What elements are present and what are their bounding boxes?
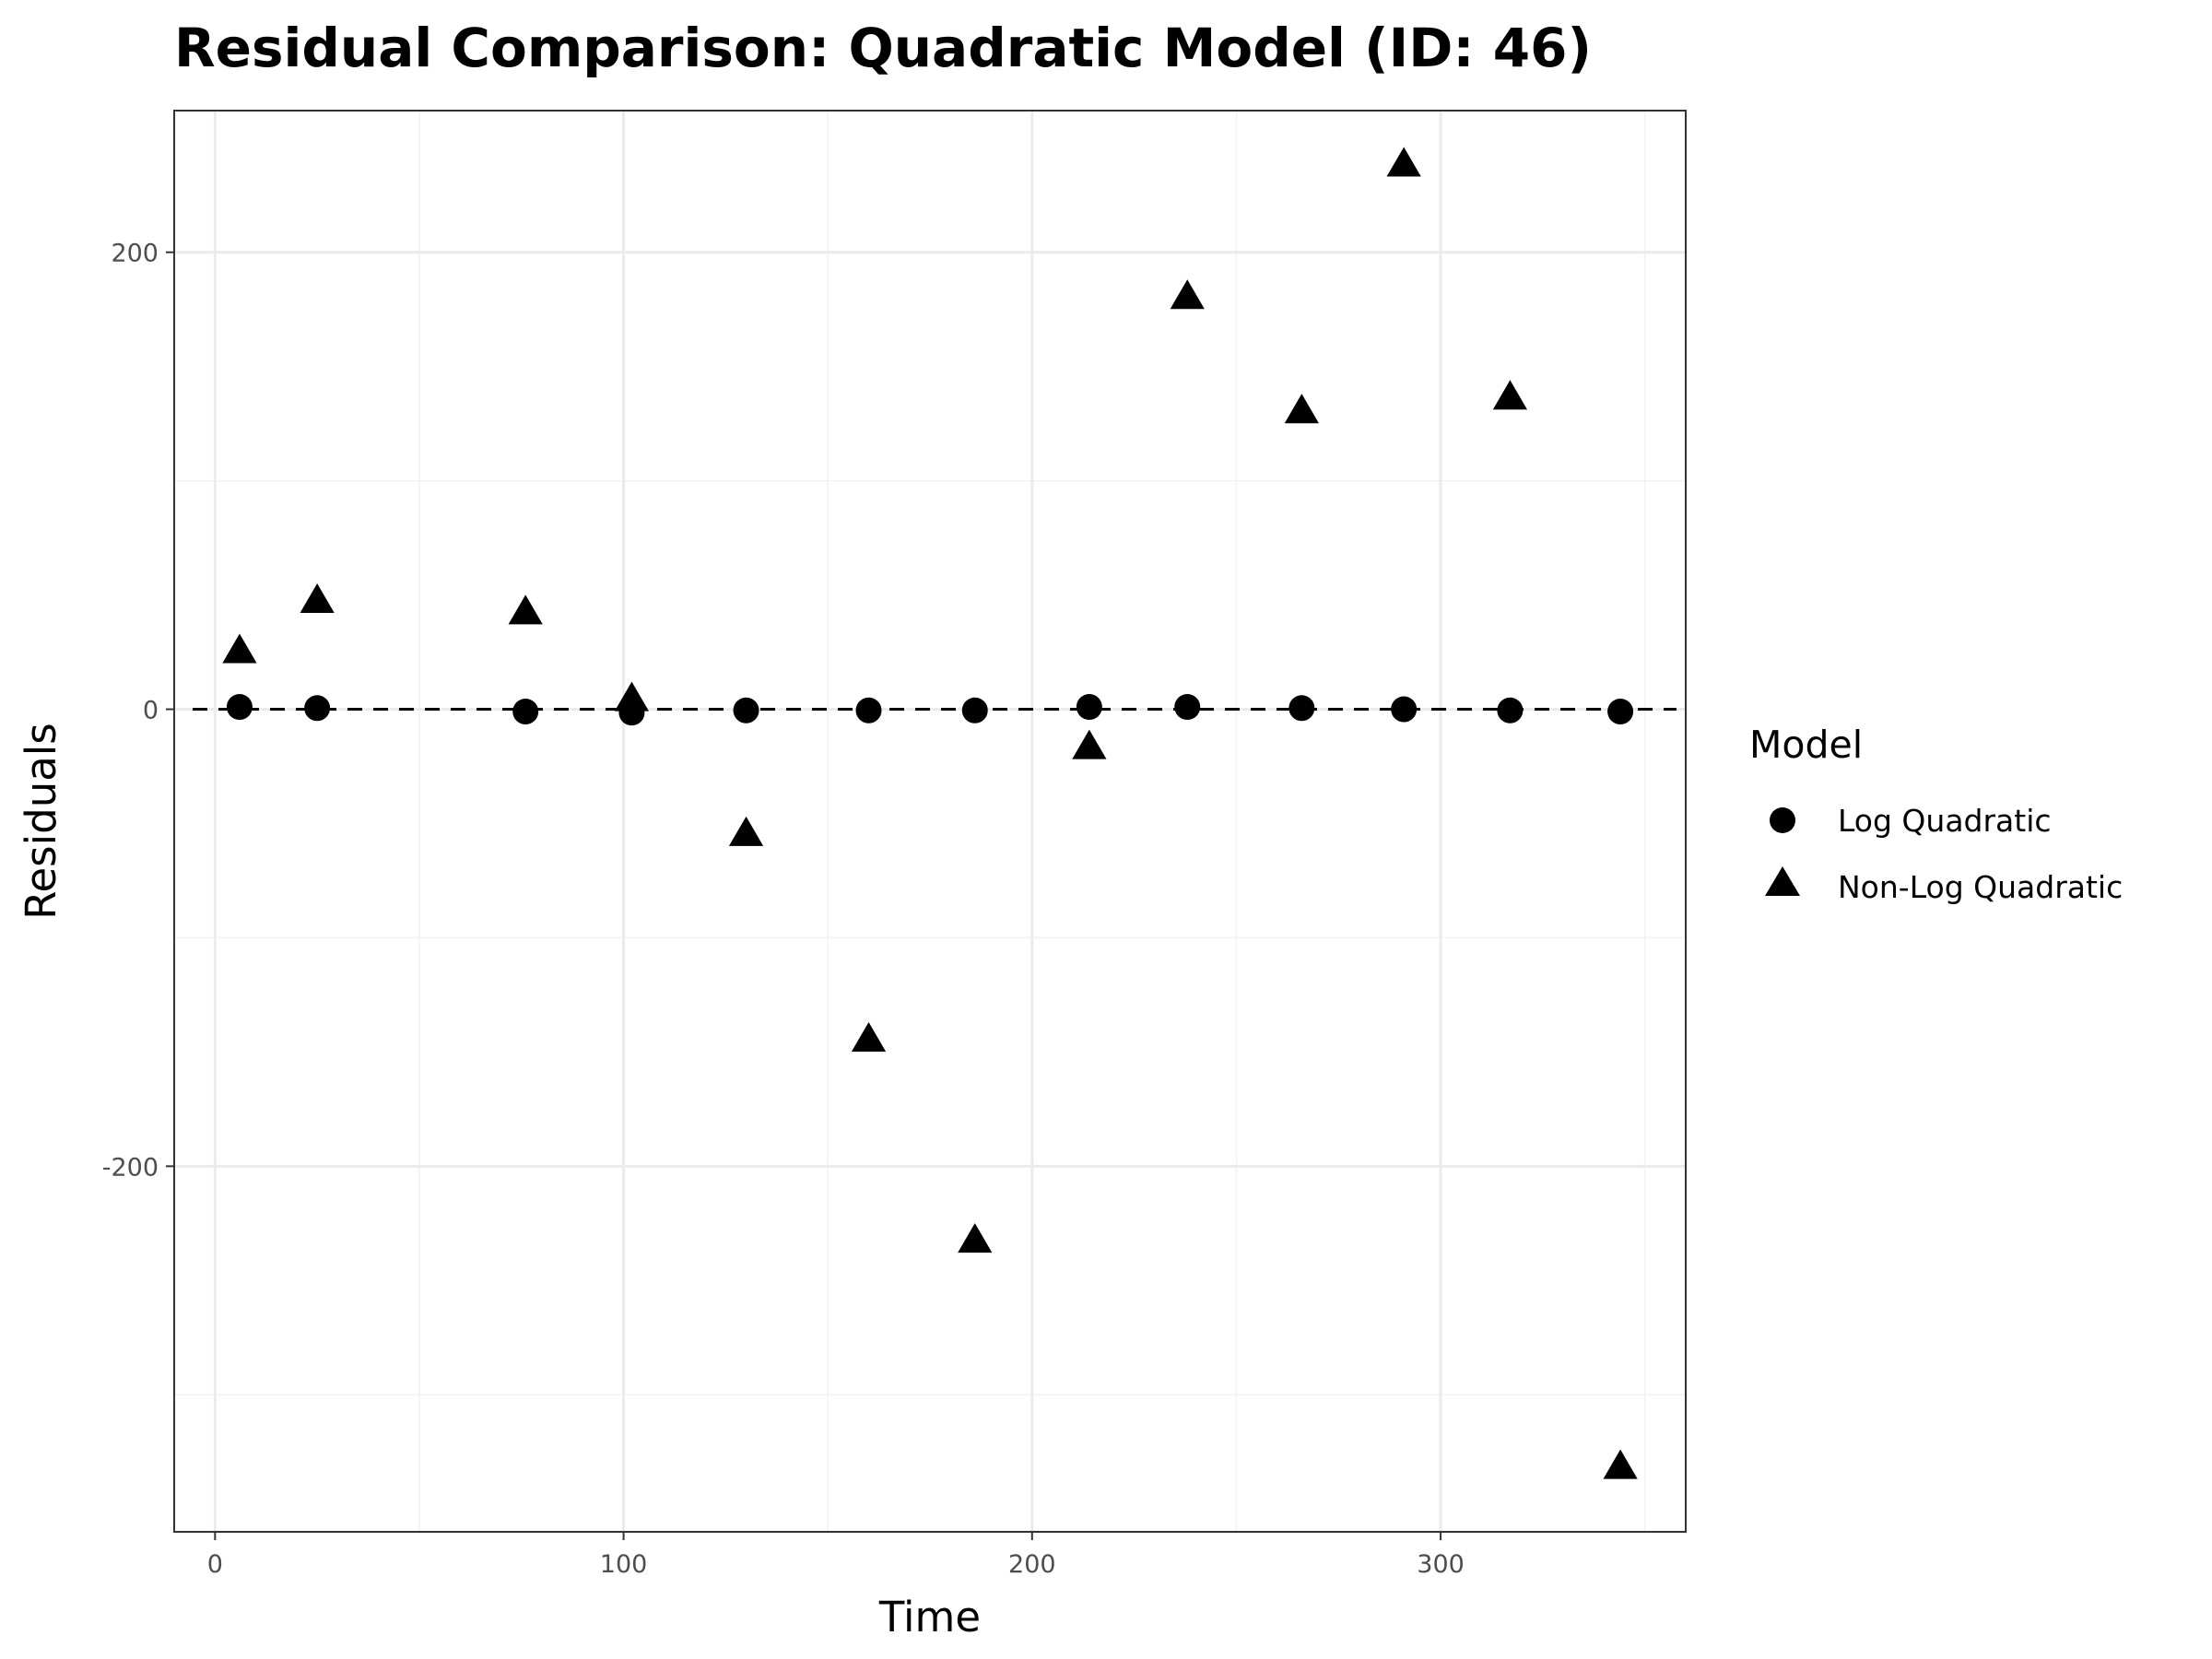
plot-background: [174, 111, 1686, 1532]
non-log-quadratic-point: [1284, 394, 1319, 424]
series-log-quadratic: [226, 694, 1634, 726]
log-quadratic-point: [304, 695, 331, 722]
log-quadratic-point: [1607, 699, 1634, 725]
non-log-quadratic-point: [508, 594, 543, 625]
non-log-quadratic-point: [1492, 380, 1528, 410]
minor-gridlines: [174, 111, 1686, 1532]
legend-item-log-quadratic: Log Quadratic: [1770, 803, 2052, 839]
y-tick-label: -200: [102, 1153, 159, 1182]
non-log-quadratic-point: [614, 681, 650, 712]
y-axis: -200 0 200: [102, 240, 174, 1182]
series-non-log-quadratic: [222, 147, 1638, 1479]
legend-title: Model: [1749, 723, 1863, 767]
x-axis-title: Time: [878, 1593, 981, 1641]
non-log-quadratic-point: [1386, 147, 1421, 177]
legend-circle-icon: [1770, 807, 1795, 833]
non-log-quadratic-point: [728, 816, 764, 846]
y-tick-label: 0: [143, 697, 159, 725]
non-log-quadratic-point: [1170, 279, 1205, 310]
log-quadratic-point: [855, 697, 882, 724]
non-log-quadratic-point: [1072, 729, 1107, 759]
plot-border: [173, 110, 1687, 1533]
log-quadratic-point: [961, 697, 988, 724]
x-axis: 0 100 200 300: [207, 1532, 1465, 1579]
y-tick-label: 200: [111, 240, 159, 268]
legend: Model Log Quadratic Non-Log Quadratic: [1749, 723, 2123, 905]
log-quadratic-point: [733, 697, 759, 724]
chart-title: Residual Comparison: Quadratic Model (ID…: [174, 17, 1592, 79]
non-log-quadratic-point: [300, 583, 335, 614]
non-log-quadratic-point: [222, 633, 257, 664]
y-axis-title: Residuals: [17, 723, 65, 920]
log-quadratic-point: [1497, 697, 1524, 724]
log-quadratic-point: [512, 699, 539, 725]
log-quadratic-point: [1174, 694, 1201, 721]
x-tick-label: 300: [1417, 1550, 1465, 1579]
legend-label-non-log-quadratic: Non-Log Quadratic: [1838, 869, 2123, 905]
x-tick-label: 100: [600, 1550, 648, 1579]
x-tick-label: 0: [207, 1550, 223, 1579]
plot-panel: [173, 110, 1687, 1533]
non-log-quadratic-point: [958, 1223, 993, 1253]
log-quadratic-point: [226, 694, 253, 721]
non-log-quadratic-point: [851, 1021, 887, 1052]
non-log-quadratic-point: [1603, 1449, 1638, 1479]
log-quadratic-point: [1391, 696, 1418, 723]
legend-item-non-log-quadratic: Non-Log Quadratic: [1765, 866, 2123, 905]
x-tick-label: 200: [1008, 1550, 1056, 1579]
legend-label-log-quadratic: Log Quadratic: [1838, 803, 2052, 839]
legend-triangle-icon: [1765, 866, 1800, 896]
log-quadratic-point: [1076, 694, 1102, 721]
log-quadratic-point: [1288, 695, 1315, 722]
